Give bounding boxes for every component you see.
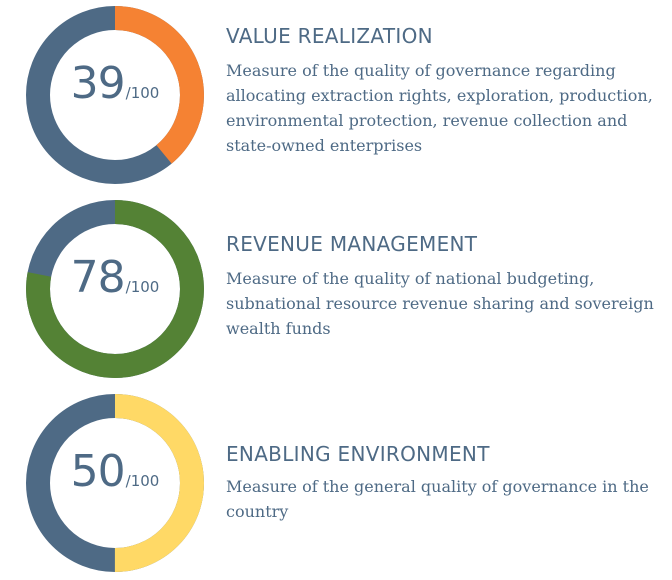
score-denominator: /100 (125, 278, 160, 296)
donut-svg (26, 394, 204, 572)
score-label: 78 /100 (26, 200, 204, 378)
score-denominator: /100 (125, 472, 160, 490)
section-title: VALUE REALIZATION (226, 24, 433, 48)
score-value: 78 (70, 252, 126, 303)
donut-chart-enabling-environment: 50 /100 (26, 394, 204, 572)
donut-chart-value-realization: 39 /100 (26, 6, 204, 184)
donut-svg (26, 6, 204, 184)
donut-score-arc (26, 6, 204, 184)
donut-score-arc (26, 394, 204, 572)
score-denominator: /100 (125, 84, 160, 102)
score-label: 50 /100 (26, 394, 204, 572)
section-description: Measure of the general quality of govern… (226, 477, 649, 521)
score-label: 39 /100 (26, 6, 204, 184)
section-description: Measure of the quality of national budge… (226, 269, 654, 338)
section-description: Measure of the quality of governance reg… (226, 61, 653, 155)
score-value: 39 (70, 58, 126, 109)
section-title: ENABLING ENVIRONMENT (226, 442, 490, 466)
donut-svg (26, 200, 204, 378)
score-value: 50 (70, 446, 126, 497)
donut-score-arc (26, 200, 204, 378)
section-title: REVENUE MANAGEMENT (226, 232, 478, 256)
donut-chart-revenue-management: 78 /100 (26, 200, 204, 378)
